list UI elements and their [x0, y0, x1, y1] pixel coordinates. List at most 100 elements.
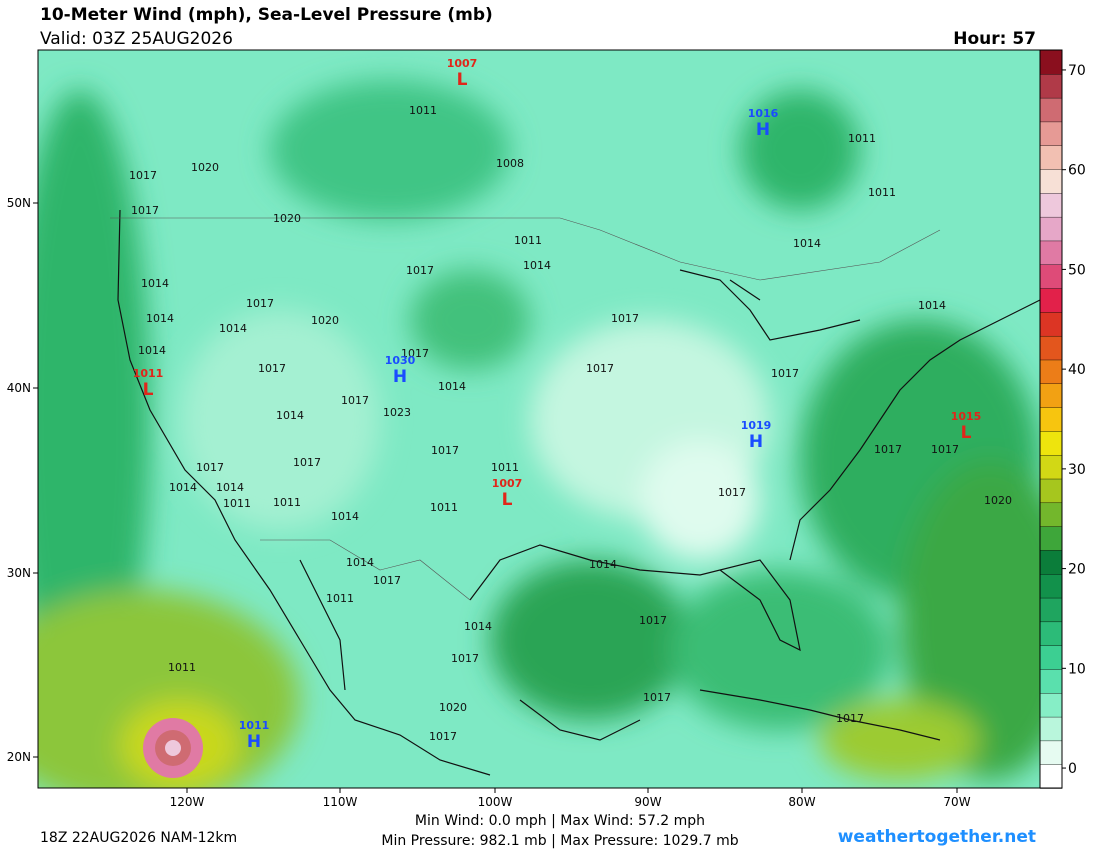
center-value: 1030	[385, 354, 416, 367]
isobar-label: 1014	[141, 277, 169, 290]
isobar-label: 1014	[276, 409, 304, 422]
colorbar-band	[1039, 73, 1063, 99]
map	[38, 50, 1040, 788]
isobar-label: 1011	[430, 501, 458, 514]
longitude-label: 70W	[943, 795, 970, 809]
center-value: 1007	[447, 57, 478, 70]
latitude-label: 50N	[7, 196, 31, 210]
isobar-label: 1017	[931, 443, 959, 456]
isobar-label: 1014	[438, 380, 466, 393]
colorbar-band	[1039, 573, 1063, 599]
isobar-label: 1014	[219, 322, 247, 335]
title: 10-Meter Wind (mph), Sea-Level Pressure …	[40, 5, 493, 25]
center-symbol: L	[143, 380, 154, 400]
isobar-label: 1020	[273, 212, 301, 225]
colorbar-tick-label: 0	[1068, 761, 1077, 777]
isobar-label: 1014	[216, 481, 244, 494]
colorbar-band	[1039, 216, 1063, 242]
center-symbol: L	[961, 423, 972, 443]
isobar-label: 1017	[406, 264, 434, 277]
colorbar-frame	[1039, 49, 1063, 789]
isobar-label: 1017	[771, 367, 799, 380]
isobar-label: 1017	[401, 347, 429, 360]
isobar-label: 1011	[223, 497, 251, 510]
isobar-label: 1017	[196, 461, 224, 474]
center-value: 1007	[492, 477, 523, 490]
colorbar-band	[1039, 763, 1063, 789]
latitude-label: 30N	[7, 566, 31, 580]
colorbar-band	[1039, 430, 1063, 456]
colorbar-band	[1039, 454, 1063, 480]
colorbar-band	[1039, 692, 1063, 718]
isobar-label: 1017	[246, 297, 274, 310]
colorbar-tick-label: 20	[1068, 562, 1086, 578]
colorbar-band	[1039, 644, 1063, 670]
latitude-label: 20N	[7, 750, 31, 764]
isobar-label: 1017	[293, 456, 321, 469]
isobar-label: 1014	[523, 259, 551, 272]
center-value: 1015	[951, 410, 982, 423]
colorbar-tick-label: 50	[1068, 262, 1086, 278]
model-run: 18Z 22AUG2026 NAM-12km	[40, 830, 237, 846]
colorbar-band	[1039, 621, 1063, 646]
colorbar-tick-label: 70	[1068, 63, 1086, 79]
center-symbol: H	[756, 120, 770, 140]
colorbar-band	[1039, 716, 1063, 742]
wind-field	[38, 80, 1040, 788]
colorbar-band	[1039, 192, 1063, 218]
isobar-label: 1017	[431, 444, 459, 457]
center-symbol: H	[247, 732, 261, 752]
isobar-label: 1017	[451, 652, 479, 665]
colorbar-band	[1039, 740, 1063, 765]
isobar-label: 1017	[639, 614, 667, 627]
pressure-range: Min Pressure: 982.1 mb | Max Pressure: 1…	[381, 833, 738, 849]
isobar-label: 1014	[793, 237, 821, 250]
colorbar-band	[1039, 145, 1063, 170]
isobar-label: 1017	[131, 204, 159, 217]
longitude-label: 110W	[323, 795, 358, 809]
isobar-label: 1020	[439, 701, 467, 714]
hurricane-eye	[165, 740, 181, 756]
colorbar-tick-label: 60	[1068, 163, 1086, 179]
center-symbol: H	[749, 432, 763, 452]
isobar-label: 1014	[589, 558, 617, 571]
wind-range: Min Wind: 0.0 mph | Max Wind: 57.2 mph	[415, 813, 705, 829]
colorbar-band	[1039, 311, 1063, 337]
isobar-label: 1017	[373, 574, 401, 587]
colorbar-band	[1039, 240, 1063, 265]
isobar-label: 1023	[383, 406, 411, 419]
site-credit[interactable]: weathertogether.net	[838, 827, 1036, 847]
isobar-label: 1017	[258, 362, 286, 375]
isobar-label: 1008	[496, 157, 524, 170]
colorbar-band	[1039, 121, 1063, 146]
isobar-label: 1014	[331, 510, 359, 523]
colorbar-band	[1039, 168, 1063, 194]
isobar-label: 1017	[643, 691, 671, 704]
colorbar-tick-label: 10	[1068, 661, 1086, 677]
isobar-label: 1020	[984, 494, 1012, 507]
longitude-label: 100W	[478, 795, 513, 809]
isobar-label: 1011	[868, 186, 896, 199]
forecast-hour: Hour: 57	[953, 29, 1036, 49]
isobar-label: 1011	[514, 234, 542, 247]
isobar-label: 1017	[341, 394, 369, 407]
colorbar-tick-label: 40	[1068, 362, 1086, 378]
colorbar-band	[1039, 49, 1063, 75]
colorbar-band	[1039, 668, 1063, 694]
colorbar-band	[1039, 359, 1063, 384]
longitude-label: 80W	[788, 795, 815, 809]
isobar-label: 1017	[836, 712, 864, 725]
isobar-label: 1020	[191, 161, 219, 174]
colorbar-band	[1039, 383, 1063, 408]
coastlines	[117, 209, 1040, 776]
isobar-label: 1014	[346, 556, 374, 569]
colorbar-band	[1039, 335, 1063, 361]
isobar-label: 1020	[311, 314, 339, 327]
valid-time: Valid: 03Z 25AUG2026	[40, 29, 233, 49]
isobar-label: 1011	[491, 461, 519, 474]
colorbar-band	[1039, 287, 1063, 313]
isobar-label: 1014	[146, 312, 174, 325]
isobar-label: 1011	[848, 132, 876, 145]
